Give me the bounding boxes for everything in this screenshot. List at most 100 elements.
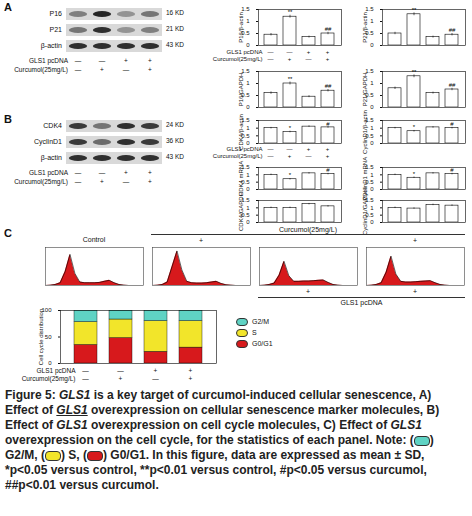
svg-text:1: 1 — [370, 205, 374, 211]
svg-text:0.5: 0.5 — [241, 92, 250, 99]
svg-text:1.5: 1.5 — [365, 117, 374, 124]
svg-text:1.5: 1.5 — [241, 6, 250, 12]
html-text:Control: Control — [82, 236, 106, 243]
svg-text:0: 0 — [370, 219, 374, 225]
svg-text:*: * — [413, 171, 416, 177]
svg-text:0: 0 — [370, 104, 374, 110]
html-text:CyclinD1: CyclinD1 — [34, 138, 62, 145]
svg-text:0.5: 0.5 — [365, 212, 374, 219]
html-text:GLS1 pcDNA: GLS1 pcDNA — [29, 169, 68, 176]
svg-text:**: ** — [288, 76, 293, 82]
html-text:) G2/M, (: ) G2/M, ( — [5, 433, 434, 462]
svg-text:0.5: 0.5 — [365, 179, 374, 186]
svg-text:0: 0 — [370, 140, 374, 146]
svg-text:CDK4 mRNA: CDK4 mRNA — [238, 161, 244, 196]
html-text:GLS1 pcDNA: GLS1 pcDNA — [29, 57, 68, 64]
svg-text:0: 0 — [246, 140, 250, 146]
svg-text:P16/GAPDH: P16/GAPDH — [238, 73, 244, 107]
svg-text:0: 0 — [370, 186, 374, 192]
svg-text:0.5: 0.5 — [365, 30, 374, 37]
svg-text:CDK4/β-actin: CDK4/β-actin — [238, 114, 244, 150]
html-text:A: A — [4, 1, 12, 13]
svg-text:0: 0 — [370, 42, 374, 48]
html-text:Curcumol(25mg/L): Curcumol(25mg/L) — [279, 226, 337, 233]
html-text:P21: P21 — [49, 26, 62, 33]
svg-text:0.5: 0.5 — [241, 132, 250, 139]
svg-text:1: 1 — [246, 80, 250, 86]
html-text:overexpression on the cell cyc: overexpression on the cell cycle, for th… — [5, 433, 414, 447]
svg-text:1: 1 — [246, 205, 250, 211]
svg-text:*: * — [289, 172, 292, 178]
svg-text:CyclinD1/β-actin: CyclinD1/β-actin — [362, 110, 368, 154]
svg-text:0: 0 — [246, 219, 250, 225]
svg-text:Cell cycle distribution: Cell cycle distribution — [38, 309, 44, 365]
svg-text:1.5: 1.5 — [365, 68, 374, 75]
svg-text:CyclinD1/GAPDH: CyclinD1/GAPDH — [362, 188, 368, 235]
svg-text:100: 100 — [41, 307, 52, 314]
svg-text:1: 1 — [370, 80, 374, 86]
svg-text:#: # — [326, 121, 330, 127]
html-text:43 KD: 43 KD — [166, 153, 185, 160]
svg-text:0: 0 — [246, 42, 250, 48]
html-text:36 KD: 36 KD — [166, 137, 185, 144]
html-text:43 KD: 43 KD — [166, 41, 185, 48]
svg-text:##: ## — [325, 83, 332, 89]
html-text:GLS1 pcDNA: GLS1 pcDNA — [226, 49, 263, 55]
svg-text:**: ** — [288, 9, 293, 15]
html-text:G2/M: G2/M — [252, 318, 270, 325]
html-text:G0/G1: G0/G1 — [252, 340, 273, 347]
svg-text:P16/β-actin: P16/β-actin — [238, 12, 244, 42]
svg-text:P21/β-actin: P21/β-actin — [362, 12, 368, 42]
svg-text:#: # — [450, 167, 454, 173]
svg-text:0: 0 — [48, 360, 52, 366]
svg-text:0: 0 — [246, 186, 250, 192]
svg-text:##: ## — [449, 27, 456, 33]
html-text:) S, (: ) S, ( — [61, 448, 87, 462]
svg-text:#: # — [326, 167, 330, 173]
svg-text:0.5: 0.5 — [241, 179, 250, 186]
html-text:Figure 5: GLS1 is a key target: Figure 5: GLS1 is a key target of curcum… — [5, 388, 440, 432]
svg-text:1: 1 — [370, 125, 374, 131]
html-text:B: B — [4, 113, 12, 125]
html-text:C: C — [4, 227, 12, 239]
html-text:GLS1 pcDNA: GLS1 pcDNA — [340, 299, 383, 306]
html-text:β-actin: β-actin — [40, 42, 62, 49]
svg-text:1: 1 — [246, 172, 250, 178]
svg-text:#: # — [450, 121, 454, 127]
html-text:Curcumol(25mg/L): Curcumol(25mg/L) — [21, 375, 76, 382]
html-text:CDK4: CDK4 — [43, 122, 62, 129]
svg-text:0: 0 — [246, 104, 250, 110]
svg-text:0.5: 0.5 — [241, 30, 250, 37]
svg-text:*: * — [413, 124, 416, 130]
svg-text:CyclinD1 mRNA: CyclinD1 mRNA — [361, 156, 368, 201]
svg-text:0.5: 0.5 — [365, 92, 374, 99]
svg-text:1: 1 — [246, 18, 250, 24]
html-text:Curcumol(25mg/L): Curcumol(25mg/L) — [14, 178, 68, 185]
svg-text:1: 1 — [370, 18, 374, 24]
svg-text:##: ## — [449, 82, 456, 88]
html-text:24 KD: 24 KD — [166, 121, 185, 128]
svg-text:1.5: 1.5 — [241, 68, 250, 75]
html-text:P16: P16 — [49, 10, 62, 17]
html-text:β-actin: β-actin — [40, 154, 62, 161]
html-text:Curcumol(25mg/L): Curcumol(25mg/L) — [14, 66, 68, 73]
svg-text:##: ## — [325, 26, 332, 32]
svg-text:1: 1 — [370, 172, 374, 178]
svg-text:*: * — [289, 125, 292, 131]
svg-text:1.5: 1.5 — [365, 164, 374, 171]
svg-text:CDK4/GAPDH: CDK4/GAPDH — [238, 192, 244, 231]
html-text:16 KD: 16 KD — [166, 9, 185, 16]
svg-text:50: 50 — [45, 334, 52, 340]
svg-text:1.5: 1.5 — [241, 117, 250, 124]
svg-text:1.5: 1.5 — [241, 197, 250, 204]
html-text:21 KD: 21 KD — [166, 25, 185, 32]
svg-text:P21/GAPDH: P21/GAPDH — [362, 73, 368, 107]
svg-text:0.5: 0.5 — [365, 132, 374, 139]
html-text:GLS1 pcDNA: GLS1 pcDNA — [36, 367, 76, 374]
html-text:) G0/G1. In this figure, data: ) G0/G1. In this figure, data are expres… — [5, 448, 427, 492]
svg-text:1.5: 1.5 — [241, 164, 250, 171]
svg-text:1.5: 1.5 — [365, 197, 374, 204]
svg-text:1.5: 1.5 — [365, 6, 374, 12]
svg-text:0.5: 0.5 — [241, 212, 250, 219]
svg-text:1: 1 — [246, 125, 250, 131]
